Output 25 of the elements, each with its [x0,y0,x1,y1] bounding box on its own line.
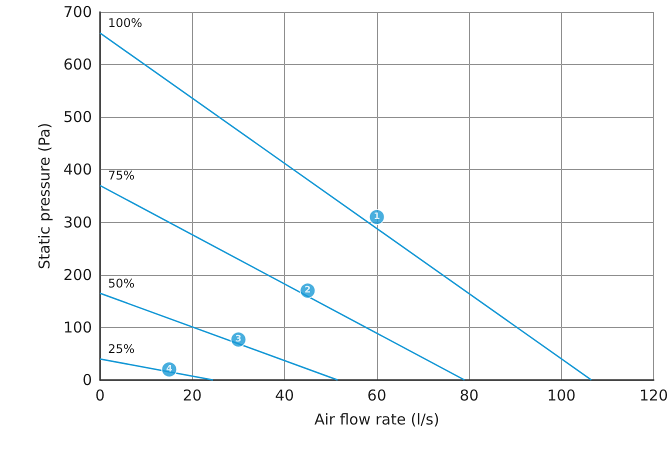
annotation: 2 [304,286,311,296]
annotation: 3 [235,334,242,345]
x-tick-label: 100 [547,386,576,404]
x-tick-label: 20 [182,386,202,404]
x-tick-label: 0 [95,386,105,404]
y-tick-label: 500 [63,108,92,126]
series-label: 25% [108,342,135,356]
x-tick-label: 60 [367,386,386,404]
x-tick-label: 80 [460,386,479,404]
series-label: 100% [108,16,142,30]
y-tick-label: 600 [63,56,92,74]
y-tick-label: 700 [63,3,92,21]
x-axis-title: Air flow rate (l/s) [314,410,440,428]
y-tick-label: 200 [63,266,92,284]
y-tick-label: 0 [82,371,92,389]
x-tick-label: 40 [275,386,294,404]
annotation: 4 [166,364,172,374]
series-label: 50% [108,276,135,290]
y-tick-label: 100 [63,318,92,336]
y-axis-title: Static pressure (Pa) [36,122,54,270]
x-tick-label: 120 [639,386,668,404]
y-tick-label: 400 [63,160,92,179]
y-tick-label: 300 [63,213,92,232]
series-label: 75% [108,168,135,182]
annotation: 1 [374,212,380,222]
